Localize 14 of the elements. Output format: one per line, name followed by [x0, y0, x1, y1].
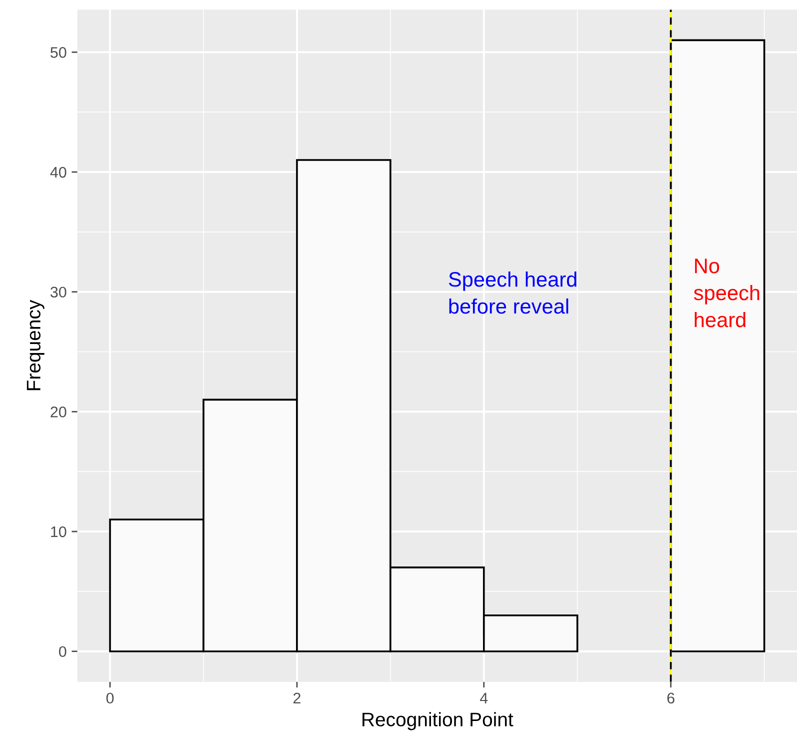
x-tick-label: 2 [293, 692, 300, 704]
annotation: No speech heard [694, 258, 760, 328]
annotation: Speech heard before reveal [448, 271, 576, 314]
y-tick-label: 30 [50, 286, 66, 298]
x-tick-label: 4 [480, 692, 488, 704]
x-axis-title: Recognition Point [362, 712, 514, 730]
y-tick-label: 0 [58, 646, 66, 658]
y-tick-label: 10 [51, 526, 66, 538]
y-tick-label: 20 [50, 406, 66, 418]
y-axis-title: Frequency [26, 300, 44, 390]
x-tick-label: 0 [106, 692, 114, 704]
x-tick-label: 6 [667, 692, 674, 704]
y-tick-label: 40 [50, 166, 66, 178]
y-tick-label: 50 [50, 47, 66, 58]
